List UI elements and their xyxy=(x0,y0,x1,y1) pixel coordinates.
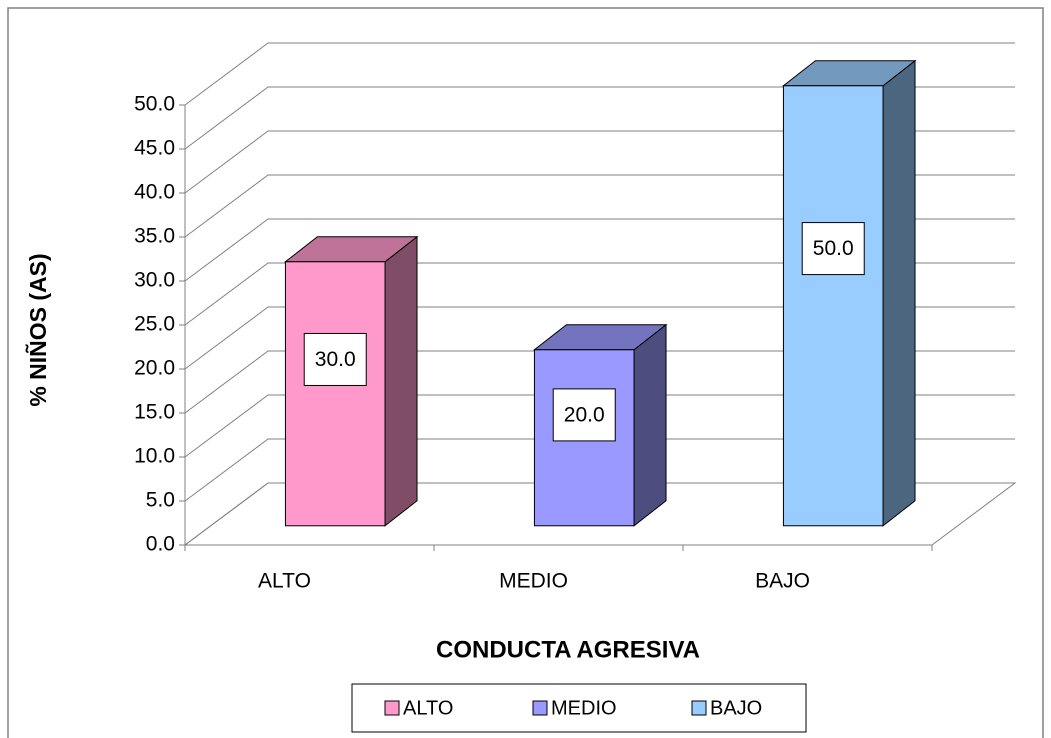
y-tick-label: 0.0 xyxy=(146,533,175,556)
y-tick-label: 15.0 xyxy=(134,401,175,424)
grid-line xyxy=(184,130,1015,194)
grid-line xyxy=(184,438,1015,502)
y-axis-title: % NIÑOS (AS) xyxy=(24,253,51,406)
bar-side xyxy=(882,59,916,527)
legend-label: ALTO xyxy=(403,697,453,719)
y-tick-label: 5.0 xyxy=(146,489,175,512)
legend-label: MEDIO xyxy=(551,697,617,719)
legend xyxy=(351,683,807,733)
y-tick-label: 40.0 xyxy=(134,181,175,204)
value-label: 50.0 xyxy=(813,237,854,260)
bar-side xyxy=(633,323,667,527)
y-tick-label: 30.0 xyxy=(134,269,175,292)
x-tick-label: BAJO xyxy=(755,570,810,593)
x-axis-title: CONDUCTA AGRESIVA xyxy=(436,636,700,663)
value-label-box xyxy=(801,222,865,276)
grid-line xyxy=(184,306,1015,370)
x-tick-label: ALTO xyxy=(258,570,311,593)
y-tick-label: 20.0 xyxy=(134,357,175,380)
y-tick-label: 35.0 xyxy=(134,225,175,248)
grid-line xyxy=(184,482,1015,546)
grid-line xyxy=(184,174,1015,238)
bar-side xyxy=(384,235,418,527)
grid-line xyxy=(184,350,1015,414)
grid-line xyxy=(184,218,1015,282)
legend-swatch xyxy=(691,700,707,716)
bar xyxy=(284,261,386,527)
legend-label: BAJO xyxy=(710,697,762,719)
value-label: 30.0 xyxy=(315,348,356,371)
legend-swatch xyxy=(532,700,548,716)
y-tick-label: 45.0 xyxy=(134,137,175,160)
bar xyxy=(782,85,884,527)
legend-swatch xyxy=(384,700,400,716)
grid-line xyxy=(184,42,1015,106)
x-tick-label: MEDIO xyxy=(499,570,568,593)
grid-line xyxy=(184,86,1015,150)
value-label: 20.0 xyxy=(564,403,605,426)
value-label-box xyxy=(303,332,367,386)
grid-line xyxy=(184,262,1015,326)
grid-line xyxy=(184,394,1015,458)
value-label-box xyxy=(552,388,616,442)
y-tick-label: 50.0 xyxy=(134,93,175,116)
y-tick-label: 25.0 xyxy=(134,313,175,336)
y-tick-label: 10.0 xyxy=(134,445,175,468)
